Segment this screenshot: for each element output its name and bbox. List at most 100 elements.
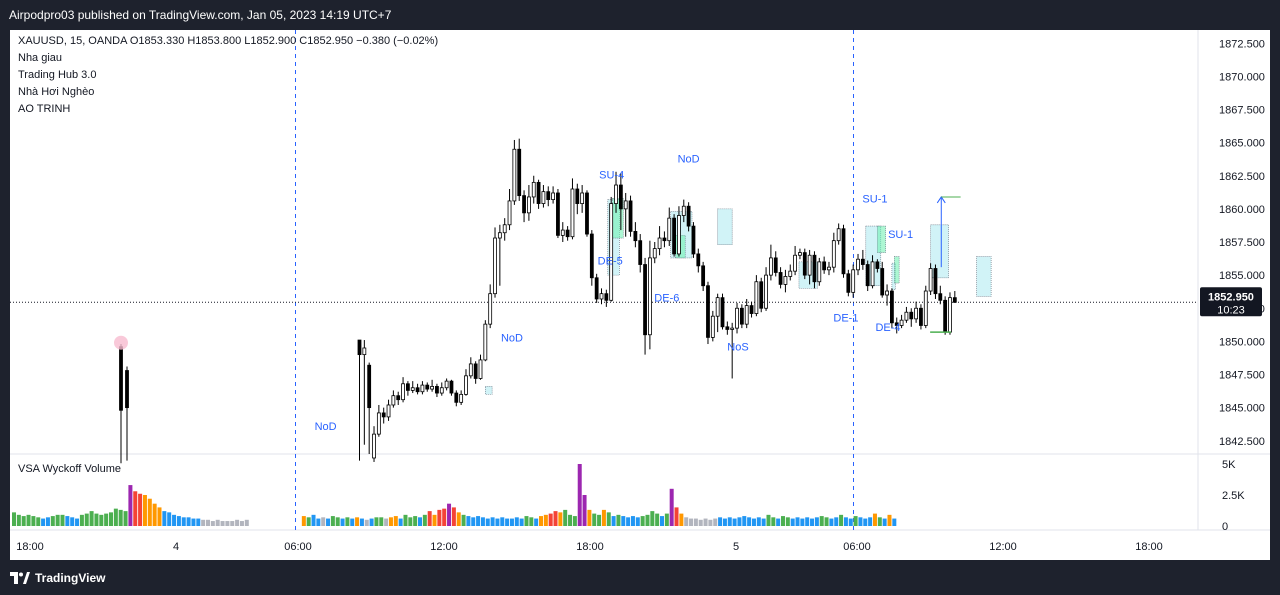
volume-bar (311, 514, 316, 526)
volume-series (12, 464, 897, 526)
volume-bar (868, 517, 873, 526)
annotation-label: SU-1 (862, 193, 887, 205)
volume-bar (196, 518, 201, 526)
candle (923, 290, 928, 326)
candle (367, 364, 372, 409)
spike-marker (114, 335, 128, 350)
time-tick-label: 18:00 (576, 541, 604, 553)
annotation-label: SU-1 (888, 229, 913, 241)
volume-legend[interactable]: VSA Wyckoff Volume (18, 463, 122, 475)
indicator-legend-4[interactable]: AO TRINH (18, 103, 71, 115)
volume-bar (65, 516, 70, 526)
candle-early (125, 370, 129, 409)
candle (788, 270, 793, 277)
candle (415, 387, 420, 393)
indicator-legend-1[interactable]: Nha giau (18, 52, 63, 64)
candle (715, 297, 720, 317)
volume-bar (186, 517, 191, 526)
volume-bar (587, 509, 592, 526)
candle (710, 315, 715, 338)
volume-bar (500, 517, 505, 526)
volume-bar (722, 518, 727, 526)
volume-bar (810, 518, 815, 526)
volume-bar (172, 514, 177, 526)
candle (546, 191, 551, 200)
volume-bar (771, 517, 776, 526)
vsa-zone-cyan (717, 208, 733, 245)
candle (357, 339, 362, 356)
candle (570, 188, 575, 238)
price-tick-label: 1862.500 (1219, 171, 1265, 183)
indicator-legend-3[interactable]: Nhà Hơi Nghèo (18, 86, 95, 98)
price-tick-label: 1850.000 (1219, 336, 1265, 348)
volume-bar (529, 517, 534, 526)
candle (410, 387, 415, 391)
candle (662, 237, 667, 242)
symbol-legend[interactable]: XAUUSD, 15, OANDA O1853.330 H1853.800 L1… (18, 35, 439, 47)
volume-bar (708, 519, 713, 526)
volume-bar (887, 514, 892, 526)
volume-bar (26, 514, 31, 526)
candle (502, 224, 507, 234)
volume-bar (123, 511, 128, 526)
volume-bar (466, 516, 471, 526)
volume-bar (621, 516, 626, 526)
volume-bar (882, 518, 887, 526)
tradingview-logo[interactable]: TradingView (10, 570, 105, 586)
candle (696, 253, 701, 267)
annotation-label: SU-4 (599, 169, 624, 181)
volume-bar (133, 491, 138, 526)
chart-canvas[interactable]: SU-4 NoD SU-1 SU-1 DE-5 DE-6 DE-1 DE-4 NoS NoD NoD… (10, 30, 1270, 560)
price-tick-label: 1847.500 (1219, 370, 1265, 382)
candle (507, 200, 512, 226)
candle (425, 384, 430, 390)
candle (604, 293, 609, 301)
volume-bar (355, 517, 360, 526)
candle (643, 264, 647, 336)
candle (831, 240, 836, 268)
volume-bar (321, 517, 326, 526)
candle (769, 257, 773, 276)
volume-bar (113, 508, 118, 526)
candle (589, 233, 594, 279)
volume-bar (413, 516, 418, 526)
volume-bar (388, 517, 393, 526)
volume-bar (152, 503, 157, 526)
volume-bar (776, 518, 781, 526)
volume-bar (766, 514, 771, 526)
candle (798, 252, 802, 256)
candle (420, 384, 425, 393)
candle (517, 148, 522, 197)
volume-bar (70, 517, 75, 526)
volume-bar (326, 518, 331, 526)
annotation-label: NoD (678, 154, 700, 166)
volume-tick-label: 0 (1222, 521, 1228, 533)
candle (686, 205, 691, 227)
candle (623, 200, 628, 210)
volume-bar (167, 512, 172, 526)
candle (391, 395, 396, 406)
price-tick-label: 1842.500 (1219, 436, 1265, 448)
volume-bar (31, 516, 36, 526)
time-tick-label: 12:00 (430, 541, 458, 553)
volume-bar (781, 516, 785, 526)
volume-bar (471, 517, 476, 526)
volume-bar (858, 517, 863, 526)
candle (870, 261, 875, 287)
volume-bar (191, 518, 196, 526)
candle (449, 380, 454, 394)
volume-bar (645, 514, 650, 526)
candle (672, 217, 676, 255)
publish-info-text: Airpodpro03 published on TradingView.com… (9, 8, 392, 22)
volume-bar (601, 509, 606, 526)
volume-bar (485, 518, 490, 526)
candle (894, 322, 899, 326)
candle (522, 195, 526, 214)
volume-bar (616, 514, 621, 526)
volume-bar (824, 517, 829, 526)
candle (720, 297, 725, 328)
indicator-legend-2[interactable]: Trading Hub 3.0 (18, 69, 97, 81)
candle (836, 228, 841, 242)
volume-bar (650, 511, 655, 526)
candle (536, 181, 541, 204)
